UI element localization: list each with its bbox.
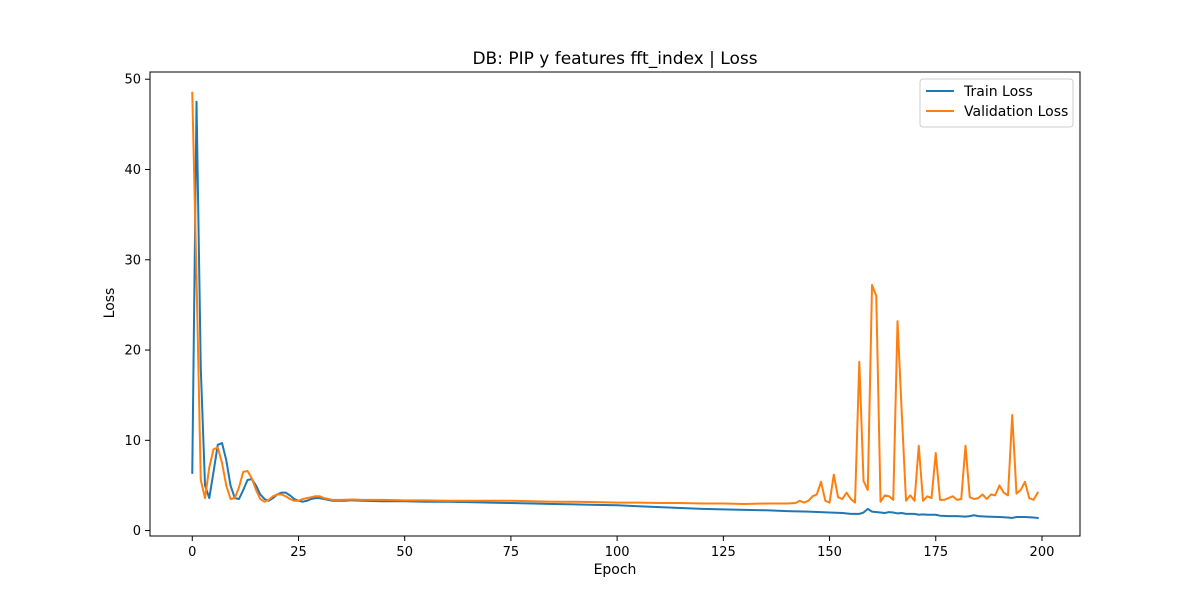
y-tick-label: 50 [124, 73, 141, 88]
x-tick-label: 175 [923, 545, 948, 560]
legend-box [919, 78, 1074, 128]
x-axis: 0 25 50 75 100 125 150 175 200 [188, 536, 1054, 560]
x-axis-title: Epoch [594, 562, 637, 578]
x-tick-label: 0 [188, 545, 196, 560]
x-tick-label: 50 [396, 545, 413, 560]
y-tick-label: 40 [124, 163, 141, 178]
plot-frame [149, 71, 1081, 537]
x-tick-label: 150 [817, 545, 842, 560]
legend-label-train-loss: Train Loss [963, 84, 1033, 100]
x-tick-label: 200 [1030, 545, 1055, 560]
y-axis-title: Loss [102, 288, 118, 319]
plot-area [149, 71, 1081, 537]
legend: Train Loss Validation Loss [919, 78, 1074, 128]
x-tick-label: 25 [290, 545, 307, 560]
x-tick-label: 125 [711, 545, 736, 560]
series-line-train-loss [191, 100, 1039, 520]
y-axis: 0 10 20 30 40 50 [124, 73, 150, 539]
y-tick-label: 30 [124, 253, 141, 268]
y-tick-label: 10 [124, 434, 141, 449]
y-tick-label: 20 [124, 344, 141, 359]
x-tick-label: 75 [503, 545, 520, 560]
series-line-validation-loss [191, 91, 1040, 505]
legend-label-validation-loss: Validation Loss [964, 104, 1068, 120]
chart-title: DB: PIP y features fft_index | Loss [472, 49, 757, 69]
y-tick-label: 0 [133, 524, 141, 539]
x-tick-label: 100 [605, 545, 630, 560]
